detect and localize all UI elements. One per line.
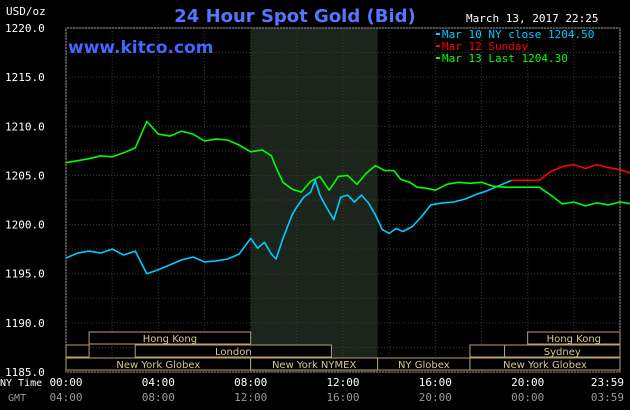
session-bar bbox=[134, 344, 332, 358]
session-bar bbox=[469, 344, 506, 358]
session-bar bbox=[504, 344, 621, 358]
series-line-0 bbox=[65, 179, 512, 275]
x-tick-label-gmt: 20:00 bbox=[419, 391, 452, 404]
x-tick-label-gmt: 16:00 bbox=[326, 391, 359, 404]
series-line-1 bbox=[511, 163, 630, 182]
session-bar bbox=[469, 357, 621, 371]
y-tick-label: 1185.0 bbox=[5, 366, 45, 379]
x-tick-label-gmt: 08:00 bbox=[142, 391, 175, 404]
chart-title: 24 Hour Spot Gold (Bid) bbox=[174, 6, 415, 27]
x-tick-label-ny: 00:00 bbox=[49, 376, 82, 389]
x-tick-labels: 00:00 04:00 04:00 08:00 08:00 12:00 12:00 16:00… bbox=[49, 376, 624, 404]
legend-entry-mar13: Mar 13 Last 1204.30 bbox=[442, 52, 568, 65]
y-tick-labels: 1220.0 1215.0 1210.0 1205.0 1200.0 1195.0 1190… bbox=[5, 22, 45, 379]
session-label: London bbox=[215, 347, 252, 358]
session-bar bbox=[527, 331, 621, 345]
x-tick-label-ny: 20:00 bbox=[511, 376, 544, 389]
y-tick-label: 1205.0 bbox=[5, 169, 45, 182]
series-lines bbox=[65, 120, 630, 275]
session-label: Sydney bbox=[544, 347, 581, 358]
legend-entry-mar12: Mar 12 Sunday bbox=[442, 40, 528, 53]
ny-time-label: NY Time bbox=[0, 378, 42, 389]
y-tick-label: 1190.0 bbox=[5, 317, 45, 330]
y-tick-label: 1195.0 bbox=[5, 268, 45, 281]
x-tick-label-ny: 16:00 bbox=[419, 376, 452, 389]
x-tick-label-gmt: 00:00 bbox=[511, 391, 544, 404]
session-label: Hong Kong bbox=[547, 334, 601, 345]
chart-date: March 13, 2017 22:25 bbox=[466, 12, 598, 25]
nymex-session-shade bbox=[250, 28, 378, 372]
series-line-2 bbox=[65, 120, 630, 207]
unit-label: USD/oz bbox=[6, 5, 46, 18]
x-tick-label-ny: 12:00 bbox=[326, 376, 359, 389]
x-tick-label-ny: 04:00 bbox=[142, 376, 175, 389]
session-label: New York NYMEX bbox=[272, 360, 357, 371]
y-tick-label: 1210.0 bbox=[5, 120, 45, 133]
gmt-label: GMT bbox=[8, 393, 26, 404]
session-bar bbox=[65, 344, 90, 358]
x-tick-label-gmt: 04:00 bbox=[49, 391, 82, 404]
session-label: NY Globex bbox=[398, 360, 450, 371]
session-label: Hong Kong bbox=[143, 334, 197, 345]
x-tick-label-ny: 08:00 bbox=[234, 376, 267, 389]
session-label: New York Globex bbox=[503, 360, 587, 371]
website-label: www.kitco.com bbox=[68, 38, 213, 58]
x-tick-label-ny: 23:59 bbox=[591, 376, 624, 389]
market-sessions: Hong Kong London New York Globex New York N… bbox=[65, 331, 621, 371]
session-bar bbox=[88, 331, 252, 345]
legend: Mar 10 NY close 1204.50 Mar 12 Sunday Ma… bbox=[436, 28, 594, 65]
y-tick-label: 1215.0 bbox=[5, 71, 45, 84]
session-label: New York Globex bbox=[116, 360, 200, 371]
x-tick-label-gmt: 03:59 bbox=[591, 391, 624, 404]
y-tick-label: 1220.0 bbox=[5, 22, 45, 35]
y-tick-label: 1200.0 bbox=[5, 219, 45, 232]
x-tick-label-gmt: 12:00 bbox=[234, 391, 267, 404]
legend-entry-mar10: Mar 10 NY close 1204.50 bbox=[442, 28, 594, 41]
